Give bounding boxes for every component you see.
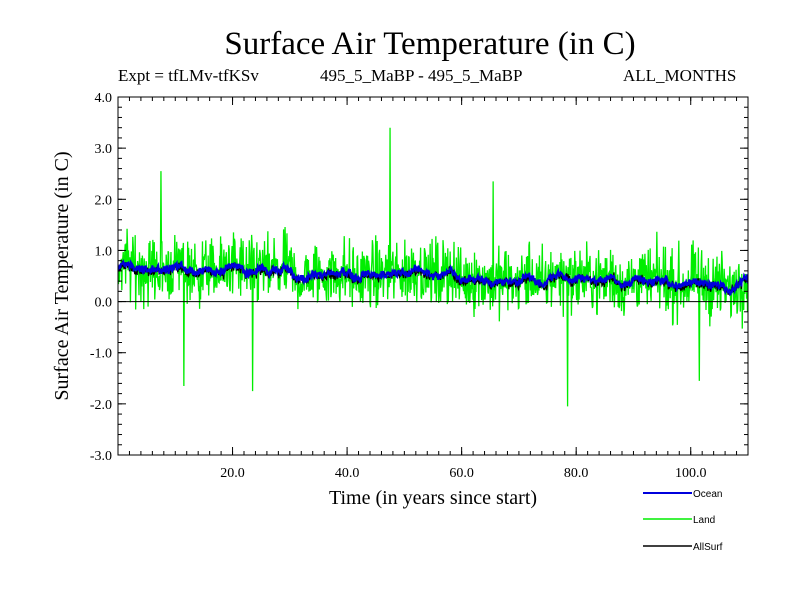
experiment-label: Expt = tfLMv-tfKSv: [118, 66, 259, 85]
x-tick-label: 100.0: [675, 466, 707, 481]
y-tick-label: 0.0: [95, 296, 113, 311]
ticks-layer: -3.0 -2.0 -1.0 0.0 1.0 2.0 3.0 4.0 20.0 40.0 60.0 8…: [90, 91, 748, 481]
y-tick-label: -1.0: [90, 347, 112, 362]
x-axis-title: Time (in years since start): [329, 487, 537, 509]
x-tick-label: 80.0: [564, 466, 589, 481]
y-tick-label: -3.0: [90, 449, 112, 464]
y-tick-label: 3.0: [95, 142, 113, 157]
legend-label-allsurf: AllSurf: [693, 542, 723, 553]
legend: Ocean Land AllSurf: [643, 489, 723, 553]
series-line-land: [118, 127, 748, 407]
x-tick-label: 40.0: [335, 466, 360, 481]
series-line-ocean: [118, 258, 748, 296]
y-tick-label: 4.0: [95, 91, 113, 106]
chart-title: Surface Air Temperature (in C): [224, 26, 636, 62]
x-tick-label: 60.0: [449, 466, 474, 481]
months-label: ALL_MONTHS: [623, 66, 737, 85]
plot-frame: [117, 96, 749, 456]
legend-label-ocean: Ocean: [693, 489, 722, 500]
legend-label-land: Land: [693, 515, 715, 526]
y-tick-label: 2.0: [95, 193, 113, 208]
y-tick-label: 1.0: [95, 244, 113, 259]
period-label: 495_5_MaBP - 495_5_MaBP: [320, 66, 523, 85]
x-tick-label: 20.0: [220, 466, 245, 481]
y-tick-label: -2.0: [90, 398, 112, 413]
series-layer: [118, 127, 748, 407]
y-axis-title: Surface Air Temperature (in C): [51, 151, 73, 400]
